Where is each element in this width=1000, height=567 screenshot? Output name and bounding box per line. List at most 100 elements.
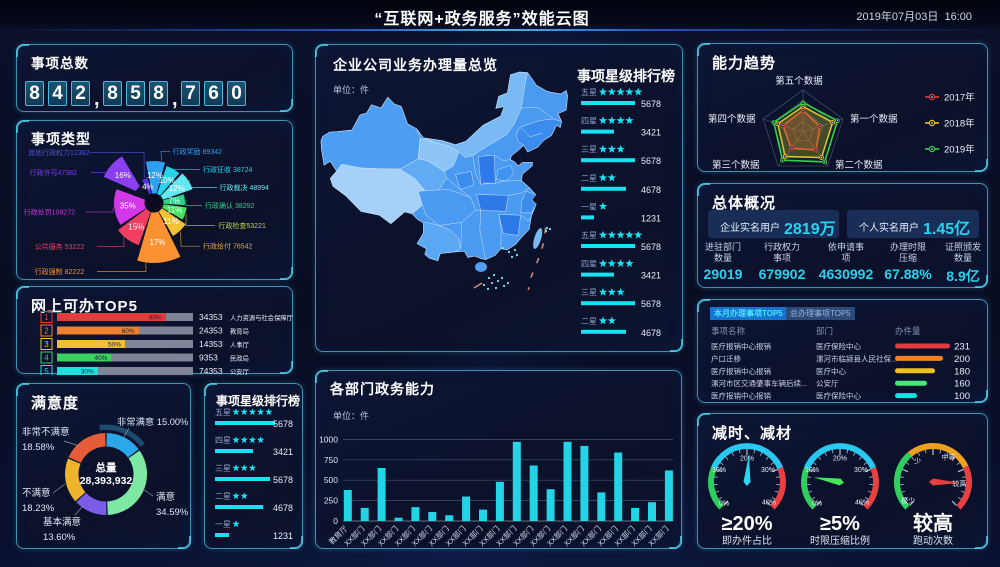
svg-text:医疗报销中心报销: 医疗报销中心报销	[711, 341, 771, 351]
svg-text:四星: 四星	[581, 260, 597, 269]
svg-text:行政奖励 89342: 行政奖励 89342	[173, 147, 223, 156]
svg-text:2017年: 2017年	[944, 92, 975, 104]
svg-text:160: 160	[954, 379, 970, 390]
svg-text:0: 0	[333, 516, 338, 526]
svg-text:3421: 3421	[641, 271, 661, 281]
svg-text:10%: 10%	[159, 176, 175, 185]
svg-text:40%: 40%	[762, 500, 776, 507]
svg-text:四星: 四星	[215, 436, 231, 445]
svg-text:12%: 12%	[169, 184, 185, 193]
svg-text:4%: 4%	[142, 183, 154, 192]
svg-text:28,393,932: 28,393,932	[80, 475, 133, 487]
svg-text:医疗保险中心: 医疗保险中心	[816, 341, 861, 351]
svg-text:5: 5	[44, 367, 49, 375]
svg-text:34353: 34353	[199, 312, 223, 322]
svg-text:4: 4	[44, 354, 49, 363]
svg-text:5678: 5678	[273, 419, 293, 429]
svg-text:医疗报销中心报销: 医疗报销中心报销	[711, 366, 771, 376]
svg-text:第一个数据: 第一个数据	[850, 113, 898, 125]
svg-text:非常满意 15.00%: 非常满意 15.00%	[117, 416, 188, 427]
svg-text:10%: 10%	[712, 467, 726, 474]
svg-text:5678: 5678	[641, 156, 661, 166]
svg-text:35%: 35%	[120, 202, 136, 211]
svg-text:1000: 1000	[319, 434, 338, 444]
svg-text:漯河市区交通肇事车辆后续...: 漯河市区交通肇事车辆后续...	[711, 378, 807, 388]
svg-text:50%: 50%	[108, 342, 121, 349]
svg-text:750: 750	[324, 455, 338, 465]
svg-text:行政许可47382: 行政许可47382	[30, 168, 78, 177]
svg-text:公安厅: 公安厅	[230, 367, 249, 375]
svg-text:20%: 20%	[740, 456, 754, 463]
svg-text:一星: 一星	[581, 202, 597, 211]
svg-text:180: 180	[954, 366, 970, 377]
svg-text:办件量: 办件量	[895, 326, 921, 336]
svg-text:公安厅: 公安厅	[816, 378, 839, 388]
svg-text:二星: 二星	[215, 492, 231, 501]
svg-text:5678: 5678	[641, 299, 661, 309]
svg-text:时限压缩比例: 时限压缩比例	[810, 534, 870, 547]
svg-text:13.60%: 13.60%	[43, 532, 76, 543]
svg-text:五星: 五星	[215, 408, 231, 417]
svg-text:5678: 5678	[641, 242, 661, 252]
svg-text:3421: 3421	[641, 128, 661, 138]
svg-text:1231: 1231	[273, 531, 293, 541]
svg-text:17%: 17%	[149, 238, 165, 247]
svg-text:15%: 15%	[128, 222, 144, 231]
svg-text:20%: 20%	[833, 456, 847, 463]
svg-text:30%: 30%	[761, 467, 775, 474]
svg-text:民政局: 民政局	[230, 354, 249, 363]
svg-text:0%: 0%	[719, 501, 729, 508]
svg-text:4678: 4678	[273, 503, 293, 513]
svg-text:9353: 9353	[199, 353, 218, 363]
svg-text:满意: 满意	[156, 491, 175, 503]
svg-text:0%: 0%	[812, 501, 822, 508]
svg-text:一星: 一星	[215, 520, 231, 529]
svg-text:11%: 11%	[163, 217, 178, 226]
svg-text:40%: 40%	[855, 500, 869, 507]
svg-text:事项星级排行榜: 事项星级排行榜	[577, 68, 675, 84]
svg-text:231: 231	[954, 342, 970, 353]
svg-text:12%: 12%	[147, 171, 163, 180]
svg-text:10%: 10%	[805, 467, 819, 474]
svg-text:行政强制 82222: 行政强制 82222	[35, 267, 85, 276]
svg-text:三星: 三星	[215, 464, 231, 473]
svg-text:教育局: 教育局	[230, 327, 249, 336]
svg-text:即办件占比: 即办件占比	[722, 534, 772, 547]
svg-text:第四个数据: 第四个数据	[708, 113, 756, 125]
svg-text:医疗中心: 医疗中心	[816, 366, 846, 376]
svg-text:30%: 30%	[81, 369, 94, 376]
svg-text:2018年: 2018年	[944, 118, 975, 130]
svg-text:18.58%: 18.58%	[22, 442, 55, 453]
svg-text:较高: 较高	[913, 511, 953, 535]
svg-text:行政确认 38292: 行政确认 38292	[205, 201, 255, 210]
svg-text:34.59%: 34.59%	[156, 507, 189, 518]
svg-text:五星: 五星	[581, 88, 597, 97]
svg-text:总量: 总量	[96, 461, 117, 474]
svg-text:医疗保险中心: 医疗保险中心	[816, 391, 861, 401]
svg-text:5678: 5678	[641, 99, 661, 109]
svg-text:第三个数据: 第三个数据	[712, 159, 760, 171]
svg-text:三星: 三星	[581, 288, 597, 297]
svg-text:部门: 部门	[816, 326, 833, 336]
svg-text:4678: 4678	[641, 328, 661, 338]
svg-text:80%: 80%	[149, 315, 162, 322]
svg-text:第二个数据: 第二个数据	[835, 159, 883, 171]
svg-text:其他行政权力12382: 其他行政权力12382	[28, 148, 90, 157]
svg-text:人事厅: 人事厅	[230, 340, 249, 349]
svg-text:3421: 3421	[273, 447, 293, 457]
svg-text:行政裁决 48994: 行政裁决 48994	[220, 183, 270, 192]
svg-text:二星: 二星	[581, 174, 597, 183]
svg-text:2: 2	[44, 327, 49, 336]
svg-text:18.23%: 18.23%	[22, 503, 55, 514]
svg-text:四星: 四星	[581, 117, 597, 126]
svg-text:少: 少	[914, 457, 921, 465]
svg-text:200: 200	[954, 354, 970, 365]
svg-text:74353: 74353	[199, 366, 223, 375]
svg-text:11%: 11%	[167, 206, 182, 215]
svg-text:1231: 1231	[641, 213, 661, 223]
svg-text:二星: 二星	[581, 317, 597, 326]
svg-text:人力资源与社会保障厅: 人力资源与社会保障厅	[230, 313, 293, 322]
svg-text:行政给付 76542: 行政给付 76542	[203, 242, 253, 251]
svg-text:公共服务 53222: 公共服务 53222	[35, 242, 85, 251]
svg-text:4678: 4678	[641, 185, 661, 195]
